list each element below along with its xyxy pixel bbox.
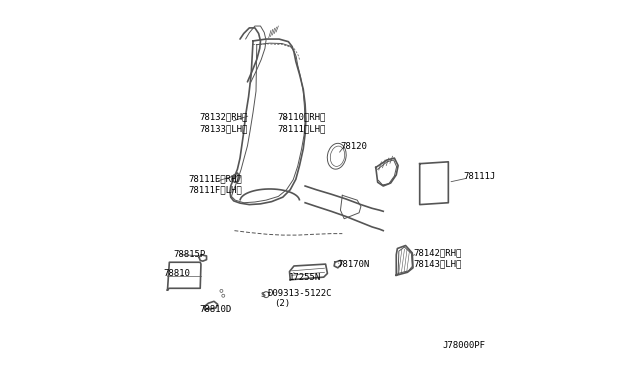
Text: 78170N: 78170N — [338, 260, 370, 269]
Text: 78111F〈LH〉: 78111F〈LH〉 — [188, 185, 242, 194]
Text: 78111〈LH〉: 78111〈LH〉 — [277, 124, 326, 133]
Text: 78110〈RH〉: 78110〈RH〉 — [277, 113, 326, 122]
Text: 78810: 78810 — [164, 269, 191, 278]
Text: 78111E〈RH〉: 78111E〈RH〉 — [188, 174, 242, 183]
Text: 78815P: 78815P — [173, 250, 205, 259]
Text: 17255N: 17255N — [289, 273, 321, 282]
Text: (2): (2) — [275, 299, 291, 308]
Text: 78120: 78120 — [340, 142, 367, 151]
Text: 78133〈LH〉: 78133〈LH〉 — [199, 124, 248, 133]
Text: Ð09313-5122C: Ð09313-5122C — [268, 289, 332, 298]
Text: 78143〈LH〉: 78143〈LH〉 — [413, 260, 461, 269]
Text: J78000PF: J78000PF — [443, 341, 486, 350]
Text: 78810D: 78810D — [199, 305, 231, 314]
Text: 78111J: 78111J — [463, 172, 495, 181]
Text: 78142〈RH〉: 78142〈RH〉 — [413, 248, 461, 257]
Text: S: S — [261, 292, 266, 298]
Text: 78132〈RH〉: 78132〈RH〉 — [199, 113, 248, 122]
